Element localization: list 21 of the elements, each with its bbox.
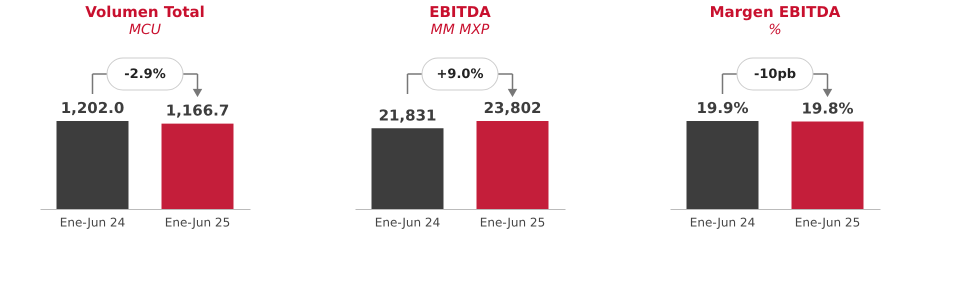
data-label: 1,166.7: [166, 102, 230, 120]
chart-title: EBITDA: [429, 3, 492, 21]
x-tick-label: Ene-Jun 24: [690, 216, 756, 230]
chart-subtitle: MCU: [128, 22, 162, 38]
data-label: 19.8%: [801, 99, 854, 118]
x-tick-label: Ene-Jun 24: [60, 216, 126, 230]
chart-subtitle: %: [768, 22, 782, 38]
text: +9.0%: [436, 67, 484, 82]
x-tick-label: Ene-Jun 25: [480, 216, 546, 230]
x-tick-label: Ene-Jun 25: [794, 216, 860, 230]
data-label: 23,802: [484, 99, 542, 117]
data-label: 21,831: [378, 106, 436, 124]
x-tick-label: Ene-Jun 25: [164, 216, 230, 230]
data-label: 1,202.0: [60, 99, 124, 117]
chart-subtitle: MM MXP: [430, 22, 490, 38]
x-tick-label: Ene-Jun 24: [374, 216, 440, 230]
text: -10pb: [754, 67, 796, 82]
chart-title: Volumen Total: [85, 3, 205, 21]
chart-title: Margen EBITDA: [710, 3, 841, 21]
text: -2.9%: [124, 67, 166, 82]
data-label: 19.9%: [696, 99, 749, 117]
